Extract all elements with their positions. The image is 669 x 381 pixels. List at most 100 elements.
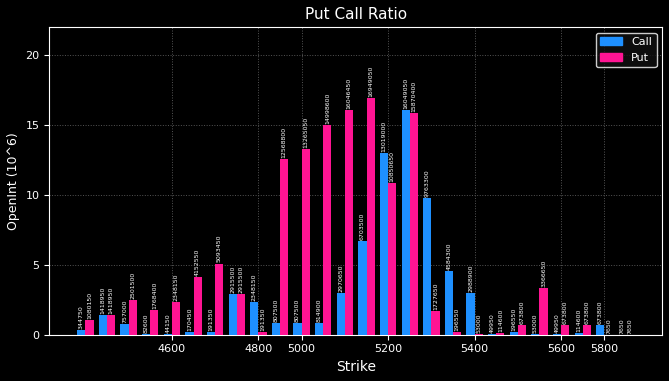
- Text: 807500: 807500: [295, 299, 300, 322]
- Bar: [496, 333, 504, 335]
- Text: 673800: 673800: [520, 301, 524, 324]
- Bar: [302, 149, 310, 335]
- Text: 2348150: 2348150: [173, 273, 179, 301]
- Bar: [561, 325, 569, 335]
- Text: 2915500: 2915500: [238, 266, 244, 293]
- Bar: [575, 333, 583, 335]
- Bar: [401, 110, 409, 335]
- Bar: [207, 332, 215, 335]
- Text: 1768400: 1768400: [152, 282, 157, 309]
- Text: 7650: 7650: [619, 318, 624, 333]
- Bar: [583, 325, 591, 335]
- Text: 673800: 673800: [584, 301, 589, 324]
- Text: 7650: 7650: [628, 318, 633, 333]
- Bar: [151, 310, 159, 335]
- Text: 49950: 49950: [490, 313, 494, 333]
- Text: 673800: 673800: [563, 301, 568, 324]
- Text: 1727650: 1727650: [433, 282, 438, 309]
- Bar: [380, 153, 388, 335]
- Legend: Call, Put: Call, Put: [595, 33, 656, 67]
- Bar: [474, 334, 483, 335]
- Text: 1418950: 1418950: [100, 287, 106, 314]
- Text: 1418950: 1418950: [108, 287, 114, 314]
- Bar: [120, 324, 128, 335]
- Text: 9763300: 9763300: [425, 170, 429, 197]
- Title: Put Call Ratio: Put Call Ratio: [304, 7, 407, 22]
- Bar: [86, 320, 94, 335]
- Bar: [345, 110, 353, 335]
- Text: 4152550: 4152550: [195, 248, 200, 275]
- Text: 196550: 196550: [511, 307, 516, 331]
- Text: 10850650: 10850650: [390, 151, 395, 182]
- Text: 16046450: 16046450: [347, 78, 351, 109]
- Text: 82600: 82600: [144, 313, 149, 333]
- Text: 44150: 44150: [165, 314, 171, 333]
- Text: 114600: 114600: [498, 309, 503, 332]
- Text: 2348150: 2348150: [252, 273, 257, 301]
- Text: 1080150: 1080150: [87, 291, 92, 319]
- X-axis label: Strike: Strike: [336, 360, 376, 374]
- Bar: [553, 334, 561, 335]
- Bar: [250, 302, 258, 335]
- Text: 2915500: 2915500: [230, 266, 235, 293]
- Text: 807500: 807500: [274, 299, 278, 322]
- Bar: [323, 125, 331, 335]
- Text: 16049050: 16049050: [403, 78, 408, 109]
- Text: 344750: 344750: [79, 305, 84, 329]
- Bar: [539, 288, 548, 335]
- Bar: [107, 315, 115, 335]
- Text: 53000: 53000: [533, 314, 538, 333]
- Bar: [215, 264, 223, 335]
- Bar: [423, 199, 432, 335]
- Bar: [531, 334, 539, 335]
- Text: 13019000: 13019000: [381, 120, 387, 152]
- Bar: [294, 323, 302, 335]
- Bar: [432, 311, 440, 335]
- Text: 16949050: 16949050: [368, 66, 373, 97]
- Bar: [337, 293, 345, 335]
- Bar: [99, 315, 107, 335]
- Text: 4584300: 4584300: [446, 242, 452, 270]
- Bar: [185, 332, 193, 335]
- Text: 814900: 814900: [316, 299, 322, 322]
- Bar: [229, 294, 237, 335]
- Text: 5093450: 5093450: [217, 235, 221, 263]
- Text: 2970650: 2970650: [339, 265, 343, 292]
- Bar: [510, 332, 518, 335]
- Bar: [388, 183, 396, 335]
- Text: 53000: 53000: [476, 314, 481, 333]
- Bar: [258, 332, 267, 335]
- Bar: [453, 332, 461, 335]
- Bar: [280, 159, 288, 335]
- Bar: [237, 294, 245, 335]
- Bar: [596, 325, 604, 335]
- Bar: [164, 334, 172, 335]
- Bar: [315, 323, 323, 335]
- Bar: [518, 325, 526, 335]
- Text: 3366650: 3366650: [541, 259, 546, 287]
- Text: 114600: 114600: [576, 309, 581, 332]
- Text: 757000: 757000: [122, 299, 127, 323]
- Bar: [272, 323, 280, 335]
- Text: 15870400: 15870400: [411, 81, 416, 112]
- Bar: [367, 98, 375, 335]
- Bar: [77, 330, 86, 335]
- Text: 14998600: 14998600: [325, 93, 330, 124]
- Text: 2501500: 2501500: [130, 271, 135, 299]
- Bar: [128, 300, 137, 335]
- Bar: [172, 302, 180, 335]
- Bar: [488, 334, 496, 335]
- Bar: [466, 293, 474, 335]
- Text: 673800: 673800: [598, 301, 603, 324]
- Text: 13265050: 13265050: [303, 117, 308, 148]
- Text: 49950: 49950: [555, 313, 559, 333]
- Bar: [445, 271, 453, 335]
- Text: 191350: 191350: [260, 307, 265, 331]
- Text: 170450: 170450: [187, 308, 192, 331]
- Bar: [359, 241, 367, 335]
- Text: 7650: 7650: [606, 318, 611, 333]
- Text: 6703500: 6703500: [360, 213, 365, 240]
- Y-axis label: OpenInt (10^6): OpenInt (10^6): [7, 132, 20, 230]
- Text: 2988900: 2988900: [468, 264, 473, 292]
- Bar: [142, 334, 151, 335]
